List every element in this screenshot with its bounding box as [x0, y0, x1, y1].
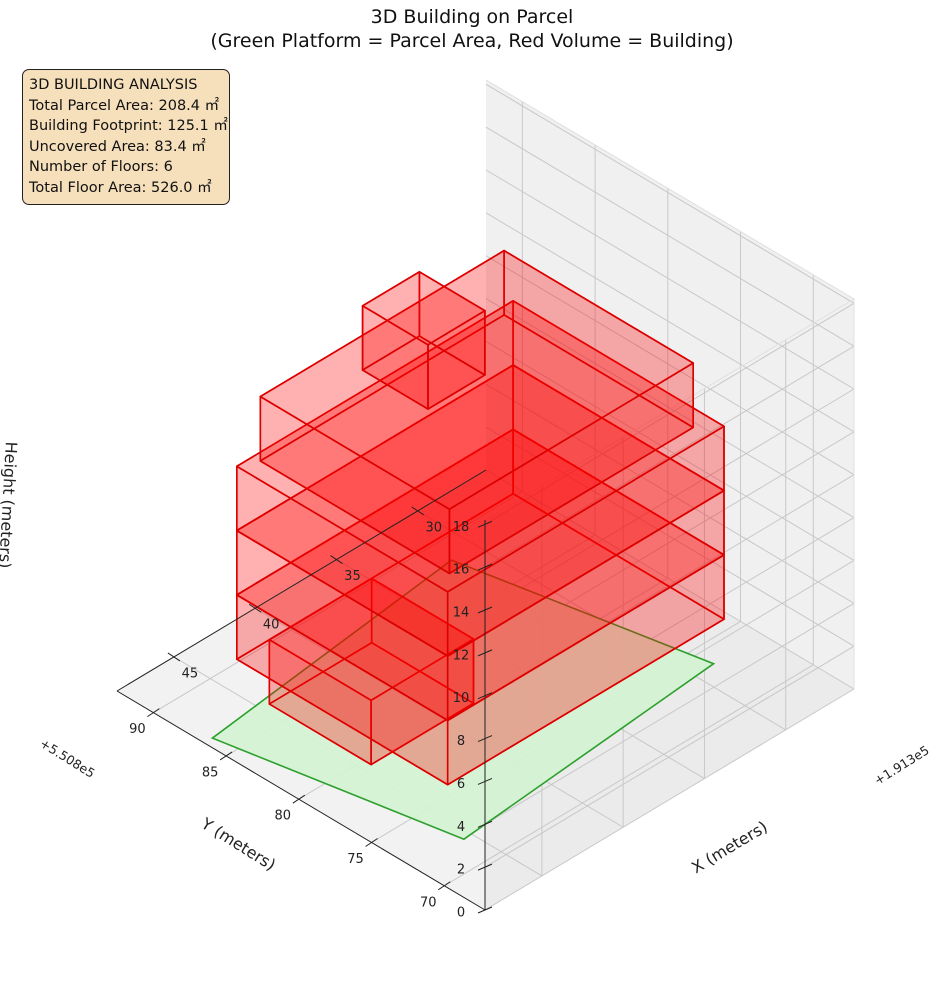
chart-title-line-1: 3D Building on Parcel [370, 6, 574, 28]
z-tick-mark [477, 906, 493, 914]
x-tick-label: 45 [182, 666, 199, 681]
y-tick-mark [147, 708, 160, 718]
building-volume-2 [236, 428, 725, 786]
z-tick-mark [477, 863, 493, 871]
grid-line-z-right [485, 383, 855, 604]
info-box-heading: 3D BUILDING ANALYSIS [29, 77, 198, 93]
x-axis-label: X (meters) [688, 817, 771, 877]
building-volume-3 [236, 364, 725, 722]
grid-line-z-right [485, 212, 855, 433]
z-tick-mark [477, 520, 493, 528]
chart-title: 3D Building on Parcel (Green Platform = … [0, 5, 944, 53]
grid-line-y-floor [153, 491, 523, 714]
y-axis-line [116, 690, 486, 911]
info-floor-count: Number of Floors: 6 [29, 159, 173, 175]
x-tick-label: 30 [425, 520, 442, 535]
z-tick-label: 16 [453, 563, 470, 578]
y-tick-mark [365, 838, 378, 847]
x-offset-label: +1.913e5 [871, 742, 931, 788]
z-tick-mark [477, 820, 493, 828]
info-total-floor-area: Total Floor Area: 526.0 ㎡ [29, 179, 212, 196]
x-tick-mark [167, 652, 181, 662]
z-tick-mark [477, 777, 493, 785]
grid-line-z-left [484, 388, 855, 611]
grid-line-z-right [485, 255, 855, 476]
grid-line-z-right [485, 83, 855, 304]
z-tick-label: 8 [457, 734, 465, 749]
z-tick-label: 6 [457, 777, 465, 792]
y-axis-label: Y (meters) [197, 813, 279, 874]
z-tick-label: 18 [453, 520, 470, 535]
z-tick-mark [477, 735, 493, 743]
z-tick-label: 14 [453, 606, 470, 621]
y-tick-label: 80 [275, 809, 292, 824]
y-tick-mark [219, 751, 233, 761]
y-tick-mark [292, 794, 306, 804]
z-tick-mark [477, 692, 493, 700]
z-tick-label: 0 [457, 906, 465, 921]
z-tick-label: 12 [453, 648, 470, 663]
grid-line-z-right [485, 126, 855, 347]
info-parcel-area: Total Parcel Area: 208.4 ㎡ [29, 97, 220, 114]
grid-line-z-right [485, 426, 855, 647]
z-tick-mark [477, 563, 493, 571]
x-tick-mark [330, 555, 343, 564]
parcel-platform [210, 559, 716, 841]
z-tick-label: 4 [457, 820, 465, 835]
y-tick-label: 70 [420, 895, 437, 910]
z-axis-label: Height (meters) [0, 441, 21, 569]
grid-line-z-right [485, 469, 855, 690]
grid-line-z-left [484, 602, 855, 825]
x-tick-label: 35 [344, 569, 361, 584]
info-uncovered-area: Uncovered Area: 83.4 ㎡ [29, 138, 206, 155]
z-tick-label: 10 [453, 691, 470, 706]
building-face [361, 270, 486, 346]
x-tick-label: 40 [263, 618, 280, 633]
grid-line-y-floor [444, 664, 814, 887]
x-axis-line [116, 469, 487, 692]
grid-line-z-left [484, 688, 855, 911]
z-tick-mark [477, 606, 493, 614]
grid-line-z-right [485, 169, 855, 390]
analysis-info-box: 3D BUILDING ANALYSIS Total Parcel Area: … [22, 69, 230, 205]
info-building-footprint: Building Footprint: 125.1 ㎡ [29, 118, 228, 134]
grid-line-z-left [484, 645, 855, 868]
x-tick-mark [411, 506, 425, 516]
grid-line-z-left [484, 345, 855, 568]
y-tick-label: 75 [347, 852, 364, 867]
y-tick-label: 90 [129, 722, 146, 737]
y-offset-label: +5.508e5 [37, 735, 97, 781]
z-tick-mark [477, 649, 493, 657]
right-back-pane [486, 80, 854, 689]
building-volume-1 [268, 577, 475, 766]
x-tick-mark [248, 603, 262, 613]
y-tick-label: 85 [202, 765, 219, 780]
building-volume-6 [361, 270, 486, 410]
chart-title-line-2: (Green Platform = Parcel Area, Red Volum… [210, 30, 734, 52]
grid-line-z-right [485, 340, 855, 561]
z-tick-label: 2 [457, 863, 465, 878]
grid-line-z-right [485, 298, 855, 519]
y-tick-mark [437, 881, 451, 891]
